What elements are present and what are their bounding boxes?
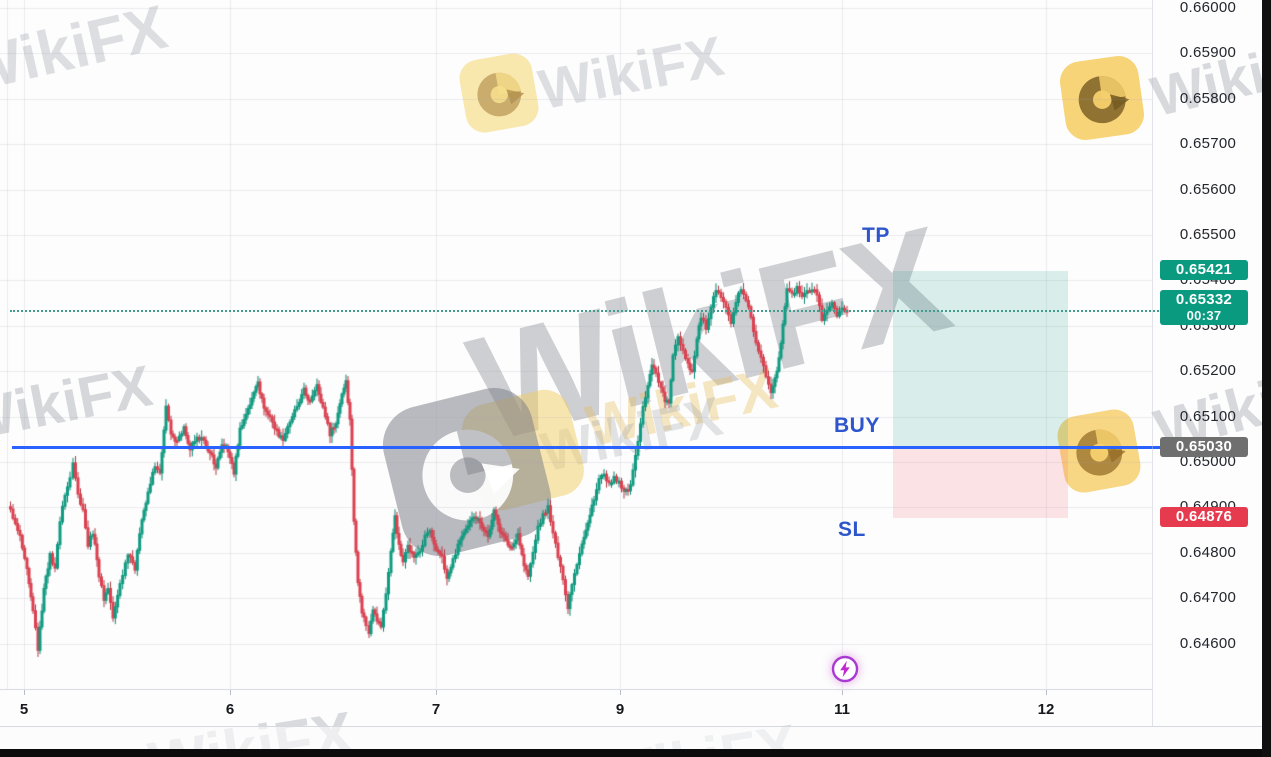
sl-label: SL xyxy=(838,518,866,541)
time-label: 9 xyxy=(615,701,625,718)
price-tick-label: 0.64800 xyxy=(1179,543,1237,561)
price-tick-label: 0.66000 xyxy=(1179,0,1237,16)
page-background-band xyxy=(0,727,1262,750)
price-badge-entry: 0.65030 xyxy=(1160,437,1248,457)
take-profit-zone[interactable] xyxy=(893,271,1068,449)
price-badge-last: 0.65332 00:37 xyxy=(1160,290,1248,325)
buy-label: BUY xyxy=(834,414,880,437)
lightning-icon[interactable] xyxy=(830,654,860,684)
price-tick-label: 0.64700 xyxy=(1179,589,1237,607)
tp-label: TP xyxy=(862,224,890,247)
axis-tick-mark xyxy=(842,690,843,695)
price-badge-sl: 0.64876 xyxy=(1160,507,1248,527)
time-axis[interactable]: 5 6 7 9 11 12 xyxy=(0,689,1152,726)
axis-tick-mark xyxy=(24,690,25,695)
price-tick-label: 0.65200 xyxy=(1179,362,1237,380)
time-label: 12 xyxy=(1037,701,1055,718)
axis-tick-mark xyxy=(620,690,621,695)
time-label: 5 xyxy=(19,701,29,718)
axis-tick-mark xyxy=(1046,690,1047,695)
price-tick-label: 0.65800 xyxy=(1179,89,1237,107)
price-tick-label: 0.65600 xyxy=(1179,180,1237,198)
time-label: 11 xyxy=(834,701,850,718)
price-chart-canvas[interactable] xyxy=(0,0,1152,726)
price-tick-label: 0.65700 xyxy=(1179,135,1237,153)
bottom-letterbox-bar xyxy=(0,749,1271,757)
price-badge-tp: 0.65421 xyxy=(1160,260,1248,280)
price-tick-label: 0.65500 xyxy=(1179,226,1237,243)
price-tick-label: 0.65100 xyxy=(1179,407,1237,425)
time-label: 6 xyxy=(225,701,235,718)
price-axis[interactable]: 0.66000 0.65900 0.65800 0.65700 0.65600 0.655… xyxy=(1152,0,1262,726)
price-tick-label: 0.65900 xyxy=(1179,44,1237,62)
price-tick-label: 0.64600 xyxy=(1179,634,1237,652)
axis-tick-mark xyxy=(230,690,231,695)
axis-tick-mark xyxy=(436,690,437,695)
stop-loss-zone[interactable] xyxy=(893,448,1068,518)
chart-bottom-border xyxy=(0,726,1262,727)
last-price-dotted-line xyxy=(10,310,1162,312)
buy-entry-line[interactable] xyxy=(12,446,1166,449)
time-label: 7 xyxy=(431,701,441,718)
price-tick-label: 0.65000 xyxy=(1179,453,1237,470)
right-letterbox-bar xyxy=(1262,0,1271,757)
